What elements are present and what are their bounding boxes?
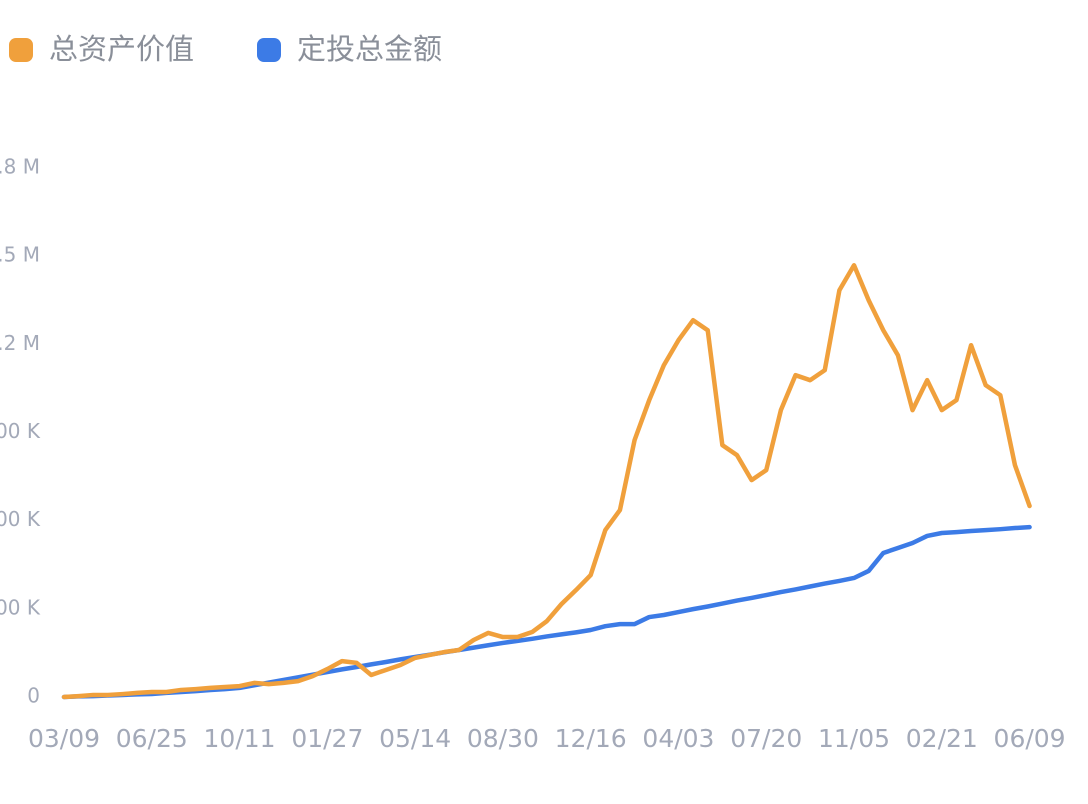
series-line [61, 263, 1032, 700]
x-tick-label: 06/25 [116, 724, 188, 753]
x-tick-label: 08/30 [467, 724, 539, 753]
x-tick-label: 07/20 [730, 724, 802, 753]
x-tick-label: 01/27 [291, 724, 363, 753]
x-tick-label: 03/09 [28, 724, 100, 753]
legend-swatch [9, 38, 33, 62]
plot-area [61, 263, 1032, 700]
y-tick-label: 600 K [0, 507, 41, 531]
x-tick-label: 12/16 [555, 724, 627, 753]
x-tick-label: 06/09 [994, 724, 1066, 753]
axes: 0 300 K 600 K 900 K 1.2 M 1.5 M 1.8 M 03/09 06/2… [0, 155, 1066, 754]
legend-label: 定投总金额 [297, 32, 442, 66]
x-tick-label: 04/03 [642, 724, 714, 753]
y-tick-label: 0 [27, 684, 40, 708]
legend-label: 总资产价值 [49, 32, 194, 66]
legend-swatch [257, 38, 281, 62]
x-tick-label: 05/14 [379, 724, 451, 753]
x-tick-label: 10/11 [204, 724, 276, 753]
x-tick-label: 11/05 [818, 724, 890, 753]
y-tick-label: 1.2 M [0, 331, 40, 355]
y-tick-label: 900 K [0, 419, 41, 443]
y-tick-label: 1.8 M [0, 155, 40, 179]
legend: 总资产价值 定投总金额 [9, 32, 442, 66]
y-tick-label: 300 K [0, 595, 41, 619]
x-tick-label: 02/21 [906, 724, 978, 753]
series-line [61, 524, 1032, 700]
y-tick-label: 1.5 M [0, 243, 40, 267]
